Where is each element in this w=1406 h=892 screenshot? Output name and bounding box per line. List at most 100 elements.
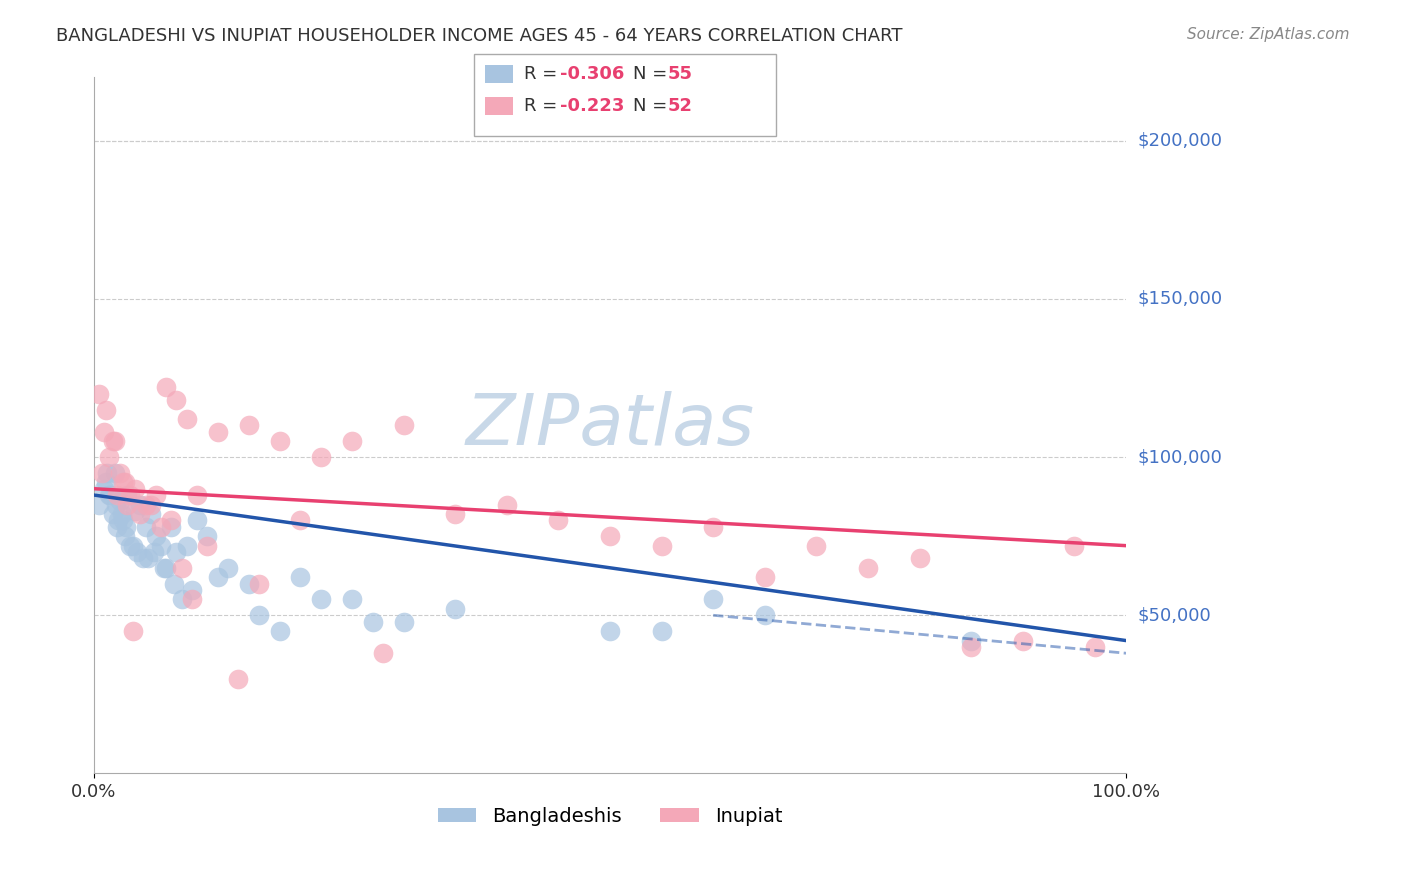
Point [122,539,145,553]
Point [145,488,167,502]
Point [170,561,193,575]
Point [309,592,332,607]
Point [207,425,229,439]
Point [806,539,828,553]
Point [150,519,173,533]
Point [108,494,131,508]
Legend: Bangladeshis, Inupiat: Bangladeshis, Inupiat [430,798,790,833]
Point [103,434,125,449]
Point [908,551,931,566]
Point [754,608,776,623]
Point [856,561,879,575]
Text: 52: 52 [668,97,693,115]
Point [105,519,128,533]
Point [145,529,167,543]
Text: $150,000: $150,000 [1137,290,1222,308]
Point [114,475,136,490]
Point [118,539,141,553]
Point [186,513,208,527]
Point [269,624,291,638]
Point [101,434,124,449]
Point [181,582,204,597]
Point [124,504,146,518]
Point [122,624,145,638]
Point [181,592,204,607]
Text: -0.223: -0.223 [560,97,624,115]
Point [155,561,177,575]
Point [139,507,162,521]
Point [105,488,128,502]
Point [124,482,146,496]
Point [136,551,159,566]
Point [361,615,384,629]
Point [599,624,621,638]
Text: R =: R = [524,65,564,83]
Point [1063,539,1085,553]
Point [114,529,136,543]
Point [132,551,155,566]
Point [197,539,219,553]
Point [228,672,250,686]
Point [111,507,134,521]
Point [444,602,467,616]
Point [127,545,149,559]
Point [340,592,363,607]
Text: BANGLADESHI VS INUPIAT HOUSEHOLDER INCOME AGES 45 - 64 YEARS CORRELATION CHART: BANGLADESHI VS INUPIAT HOUSEHOLDER INCOM… [56,27,903,45]
Point [160,513,183,527]
Point [115,488,138,502]
Point [207,570,229,584]
Point [247,576,270,591]
Point [98,488,121,502]
Point [160,519,183,533]
Point [170,592,193,607]
Point [101,507,124,521]
Point [217,561,239,575]
Text: $50,000: $50,000 [1137,607,1211,624]
Text: 55: 55 [668,65,693,83]
Point [290,570,312,584]
Point [129,507,152,521]
Point [163,576,186,591]
Point [269,434,291,449]
Point [960,633,983,648]
Point [960,640,983,654]
Point [108,466,131,480]
Point [176,539,198,553]
Point [166,545,188,559]
Text: ZIPatlas: ZIPatlas [465,391,755,460]
Point [176,412,198,426]
Point [702,519,724,533]
Point [247,608,270,623]
Point [98,450,121,464]
Point [153,561,176,575]
Point [115,519,138,533]
Point [139,498,162,512]
Point [754,570,776,584]
Point [166,393,188,408]
Point [142,545,165,559]
Point [87,386,110,401]
Point [702,592,724,607]
Point [547,513,569,527]
Text: $100,000: $100,000 [1137,448,1222,467]
Point [115,498,138,512]
Point [150,539,173,553]
Point [118,488,141,502]
Point [1084,640,1107,654]
Point [96,402,118,417]
Point [100,488,122,502]
Point [135,519,157,533]
Point [495,498,517,512]
Point [599,529,621,543]
Point [290,513,312,527]
Point [371,646,394,660]
Text: N =: N = [633,97,672,115]
Point [238,576,260,591]
Point [651,539,673,553]
Point [444,507,467,521]
Point [96,475,118,490]
Point [392,418,415,433]
Text: Source: ZipAtlas.com: Source: ZipAtlas.com [1187,27,1350,42]
Point [392,615,415,629]
Point [107,513,129,527]
